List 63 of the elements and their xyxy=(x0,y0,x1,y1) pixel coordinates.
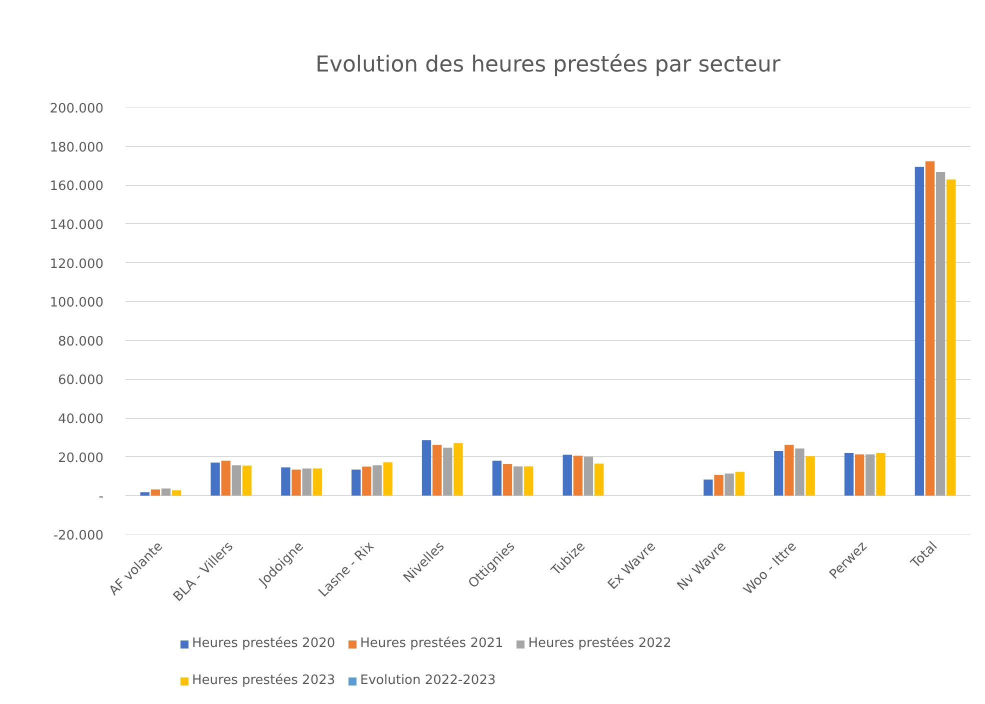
bar xyxy=(594,464,604,496)
bar xyxy=(161,488,171,496)
bar xyxy=(242,466,252,496)
bar xyxy=(936,172,946,496)
bar xyxy=(513,466,523,496)
bar xyxy=(524,466,534,496)
x-tick-label: Woo - Ittre xyxy=(741,539,800,598)
bar xyxy=(714,474,724,496)
bar xyxy=(584,456,594,496)
bar xyxy=(281,467,290,496)
y-tick-label: 200.000 xyxy=(50,102,104,116)
y-tick-label: 140.000 xyxy=(50,218,104,233)
bar xyxy=(914,166,924,496)
bar xyxy=(946,180,956,496)
y-tick-label: 120.000 xyxy=(50,256,104,272)
bar xyxy=(784,444,794,496)
legend-label: Heures prestées 2021 xyxy=(360,636,504,651)
bar xyxy=(362,466,372,496)
bar xyxy=(172,490,182,496)
y-tick-label: - xyxy=(98,490,104,505)
bar xyxy=(876,452,886,496)
bar xyxy=(774,451,784,496)
y-tick-label: 100.000 xyxy=(50,296,104,311)
bar xyxy=(372,465,382,496)
y-tick-label: 40.000 xyxy=(58,412,104,428)
legend-label: Heures prestées 2023 xyxy=(192,673,336,688)
bar xyxy=(735,472,744,496)
bar xyxy=(443,448,452,496)
bar xyxy=(866,454,875,496)
bar xyxy=(312,468,322,496)
bar xyxy=(502,464,512,496)
bar xyxy=(925,161,935,496)
y-tick-label: 160.000 xyxy=(50,179,104,194)
y-tick-label: 60.000 xyxy=(58,373,104,388)
bar xyxy=(806,456,815,496)
bar xyxy=(562,454,572,496)
bar xyxy=(232,465,241,496)
bar xyxy=(422,440,432,496)
y-tick-label: 20.000 xyxy=(58,450,104,466)
bar xyxy=(844,452,854,496)
bar xyxy=(292,470,301,496)
y-tick-label: 180.000 xyxy=(50,140,104,156)
chart-title: Evolution des heures prestées par secteur xyxy=(316,52,782,78)
bar xyxy=(704,480,713,496)
bar xyxy=(302,468,312,496)
y-tick-label: 80.000 xyxy=(58,334,104,350)
legend-label: Heures prestées 2020 xyxy=(192,636,336,651)
bar xyxy=(492,460,502,496)
bar xyxy=(210,462,220,496)
y-tick-label: -20.000 xyxy=(53,528,104,544)
bar xyxy=(352,470,361,496)
legend-label: Evolution 2022-2023 xyxy=(360,673,496,688)
bar xyxy=(795,448,804,496)
bar xyxy=(855,454,864,496)
bar xyxy=(454,443,463,496)
bar xyxy=(432,444,442,496)
bar xyxy=(150,489,160,496)
bar xyxy=(221,460,230,496)
bar xyxy=(140,492,150,496)
legend-label: Heures prestées 2022 xyxy=(528,636,672,651)
bar xyxy=(724,474,734,496)
bar xyxy=(383,462,392,496)
bar xyxy=(573,456,583,496)
